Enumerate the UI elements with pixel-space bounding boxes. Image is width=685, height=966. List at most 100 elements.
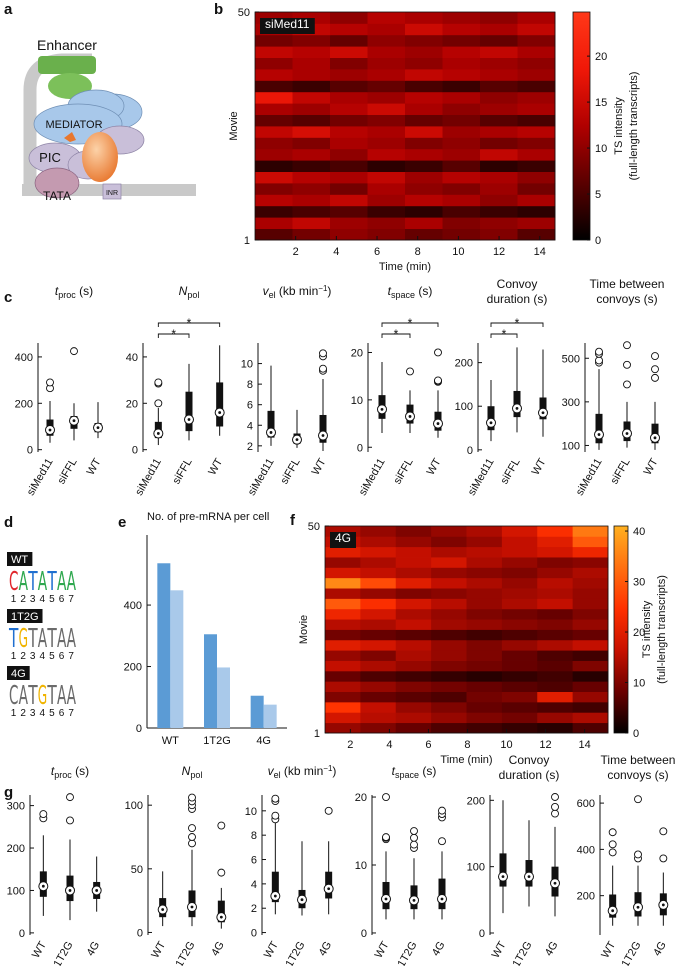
heatmap-label-box xyxy=(330,532,357,548)
heatmap-cell xyxy=(395,608,432,620)
logo-letter: C xyxy=(9,567,18,597)
colorbar-tick-label: 20 xyxy=(595,51,607,63)
heatmap-cell xyxy=(395,546,432,558)
chart-title: Convoy xyxy=(497,277,538,291)
y-tick-label: 6 xyxy=(247,400,253,412)
box xyxy=(271,871,279,903)
y-tick-label: 0 xyxy=(136,723,142,735)
title-part: ) xyxy=(332,764,336,778)
inr-box xyxy=(102,183,122,200)
median-dot xyxy=(436,422,440,425)
inr-label: INR xyxy=(106,190,118,197)
heatmap-cell xyxy=(537,681,574,692)
heatmap-cell xyxy=(480,80,518,93)
outlier xyxy=(271,794,280,803)
heatmap-cell xyxy=(360,536,397,548)
y-tick-label: 100 xyxy=(125,800,143,812)
heatmap-cell xyxy=(405,80,443,93)
heatmap-cell xyxy=(517,205,556,218)
heatmap-cell xyxy=(292,160,331,172)
heatmap-cell xyxy=(360,557,397,568)
enhancer-box xyxy=(38,56,96,74)
outlier xyxy=(217,821,226,830)
heatmap-label: 4G xyxy=(335,531,351,545)
heatmap-cell xyxy=(405,205,443,218)
heatmap-cell xyxy=(501,619,538,630)
heatmap-cell xyxy=(466,670,503,682)
logo-position: 7 xyxy=(68,651,74,662)
heatmap-cell xyxy=(431,722,467,734)
x-tick-label: 14 xyxy=(578,739,590,751)
y-tick-label: 600 xyxy=(577,798,595,810)
heatmap-cell xyxy=(517,46,556,58)
heatmap-cell xyxy=(517,171,556,184)
heatmap-cell xyxy=(501,588,538,599)
x-tick-label: 2 xyxy=(347,739,353,751)
heatmap-cell xyxy=(537,588,574,599)
heatmap-cell xyxy=(517,57,556,70)
heatmap-cell xyxy=(572,681,609,692)
heatmap-cell xyxy=(480,228,518,241)
logo-letter: C xyxy=(9,681,18,711)
median-dot xyxy=(187,418,191,421)
heatmap-cell xyxy=(367,91,406,104)
heatmap-cell xyxy=(360,722,397,734)
y-tick-label: 4 xyxy=(247,420,253,432)
heatmap-cell xyxy=(442,160,481,172)
logo-letter: A xyxy=(19,567,29,597)
heatmap-cell xyxy=(480,183,518,195)
logo-position: 3 xyxy=(30,651,36,662)
logo-position: 3 xyxy=(30,594,36,605)
heatmap-cell xyxy=(360,567,397,579)
heatmap-cell xyxy=(442,12,481,24)
median-dot xyxy=(327,887,331,891)
y-tick-label: 40 xyxy=(126,352,138,364)
logo-label-box xyxy=(7,609,43,623)
heatmap-cell xyxy=(466,639,503,651)
heatmap-cell xyxy=(480,171,518,184)
outlier xyxy=(651,352,659,361)
logo-letter: A xyxy=(38,624,48,654)
logo-letter: A xyxy=(67,567,77,597)
heatmap-cell xyxy=(442,205,481,218)
heatmap-cell xyxy=(466,536,503,548)
heatmap-cell xyxy=(480,69,518,81)
significance-label: * xyxy=(502,327,507,341)
heatmap-cell xyxy=(537,722,574,734)
logo-label: WT xyxy=(11,554,28,566)
heatmap-cell xyxy=(466,608,503,620)
cdk8 xyxy=(64,132,76,142)
y-tick-label: 300 xyxy=(562,397,580,409)
heatmap-cell xyxy=(292,12,331,24)
heatmap-cell xyxy=(442,183,481,195)
y-tick-label: 2 xyxy=(247,441,253,453)
x-tick-label: 4 xyxy=(333,246,339,258)
median-dot xyxy=(440,897,444,901)
y-tick-label: 400 xyxy=(577,844,595,856)
heatmap-cell xyxy=(517,12,556,24)
title-part: (s) xyxy=(72,764,89,778)
heatmap-cell xyxy=(325,660,361,672)
plot-frame xyxy=(324,525,609,734)
colorbar-label: TS intensity xyxy=(641,600,653,658)
heatmap-cell xyxy=(442,194,481,207)
median-dot xyxy=(96,426,100,430)
logo-letter: A xyxy=(67,624,77,654)
chart-title: No. of pre-mRNA per cell xyxy=(147,511,269,523)
y-tick-label: 10 xyxy=(351,395,363,407)
heatmap-cell xyxy=(517,91,556,104)
bar xyxy=(204,634,217,728)
heatmap-cell xyxy=(480,103,518,115)
box xyxy=(267,410,275,438)
median-dot xyxy=(515,407,519,410)
heatmap-cell xyxy=(537,639,574,651)
heatmap-cell xyxy=(442,137,481,150)
median-dot xyxy=(553,881,557,885)
y-tick-label: 0 xyxy=(137,927,143,939)
logo-letter: A xyxy=(57,681,67,711)
heatmap-cell xyxy=(325,650,361,661)
heatmap-cell xyxy=(431,557,467,568)
chart-title: convoys (s) xyxy=(596,292,657,306)
heatmap-cell xyxy=(442,69,481,81)
heatmap-cell xyxy=(330,103,368,115)
